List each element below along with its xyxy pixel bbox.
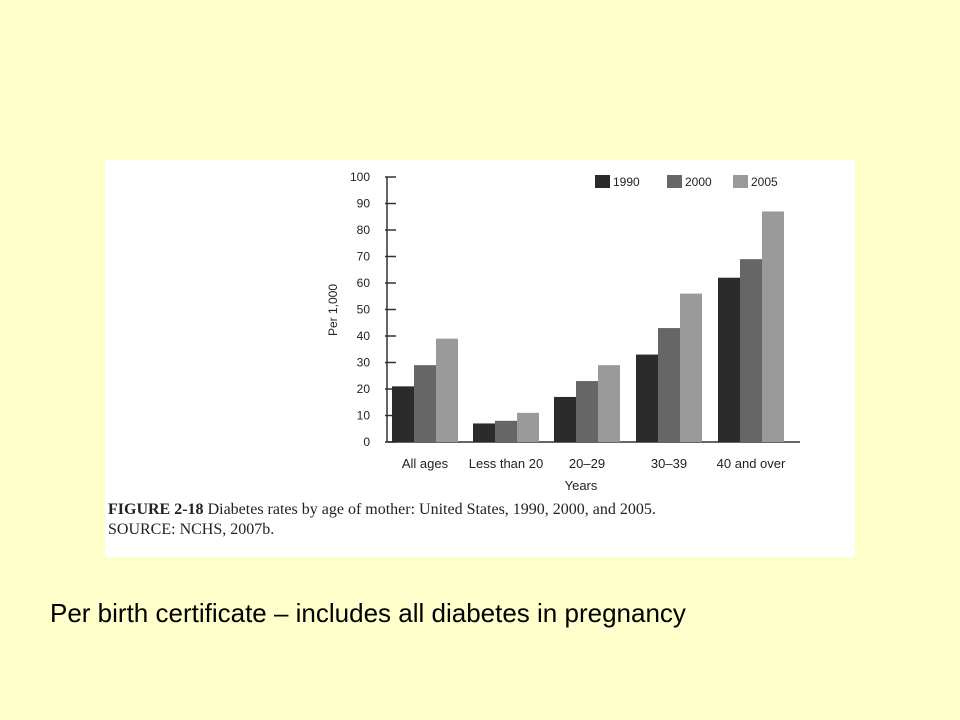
bar-2000 bbox=[576, 381, 598, 442]
bar-2000 bbox=[658, 328, 680, 442]
figure-caption: FIGURE 2-18 Diabetes rates by age of mot… bbox=[108, 500, 848, 540]
x-tick-label: 40 and over bbox=[717, 456, 786, 471]
legend-label: 2000 bbox=[685, 175, 712, 189]
y-axis-label: Per 1,000 bbox=[326, 284, 340, 336]
legend-label: 1990 bbox=[613, 175, 640, 189]
y-tick-label: 70 bbox=[357, 250, 371, 264]
y-tick-label: 90 bbox=[357, 197, 371, 211]
y-tick-label: 10 bbox=[357, 409, 371, 423]
legend-swatch-1990 bbox=[595, 175, 610, 188]
y-tick-label: 20 bbox=[357, 382, 371, 396]
x-axis-label: Years bbox=[565, 478, 598, 493]
bar-2005 bbox=[436, 338, 458, 442]
y-tick-label: 100 bbox=[350, 170, 370, 184]
bar-2000 bbox=[414, 365, 436, 442]
bar-2005 bbox=[517, 412, 539, 442]
bar-2005 bbox=[680, 293, 702, 442]
bar-chart: 0 10 20 30 40 50 60 70 80 90 100 Per 1,000 All ages L… bbox=[326, 170, 800, 493]
bar-2005 bbox=[598, 365, 620, 442]
figure-source: SOURCE: NCHS, 2007b. bbox=[108, 521, 275, 538]
legend-swatch-2005 bbox=[733, 175, 748, 188]
y-tick-label: 0 bbox=[363, 435, 370, 449]
y-tick-label: 40 bbox=[357, 329, 371, 343]
bar-1990 bbox=[636, 354, 658, 442]
bar-1990 bbox=[392, 386, 414, 442]
bar-2000 bbox=[495, 420, 517, 442]
figure-panel: 0 10 20 30 40 50 60 70 80 90 100 Per 1,000 All ages L… bbox=[105, 160, 855, 557]
x-tick-label: 30–39 bbox=[651, 456, 687, 471]
bar-1990 bbox=[473, 423, 495, 442]
figure-caption-text: Diabetes rates by age of mother: United … bbox=[207, 501, 656, 518]
y-tick-label: 30 bbox=[357, 356, 371, 370]
bar-2005 bbox=[762, 211, 784, 442]
y-tick-label: 50 bbox=[357, 303, 371, 317]
figure-id: FIGURE 2-18 bbox=[108, 501, 204, 518]
legend-swatch-2000 bbox=[667, 175, 682, 188]
y-tick-label: 60 bbox=[357, 276, 371, 290]
slide-note: Per birth certificate – includes all dia… bbox=[50, 598, 686, 628]
x-tick-label: 20–29 bbox=[569, 456, 605, 471]
x-tick-label: All ages bbox=[402, 456, 449, 471]
legend-label: 2005 bbox=[751, 175, 778, 189]
x-tick-label: Less than 20 bbox=[469, 456, 543, 471]
y-tick-label: 80 bbox=[357, 223, 371, 237]
bar-1990 bbox=[554, 396, 576, 442]
bar-2000 bbox=[740, 259, 762, 442]
bar-1990 bbox=[718, 277, 740, 442]
